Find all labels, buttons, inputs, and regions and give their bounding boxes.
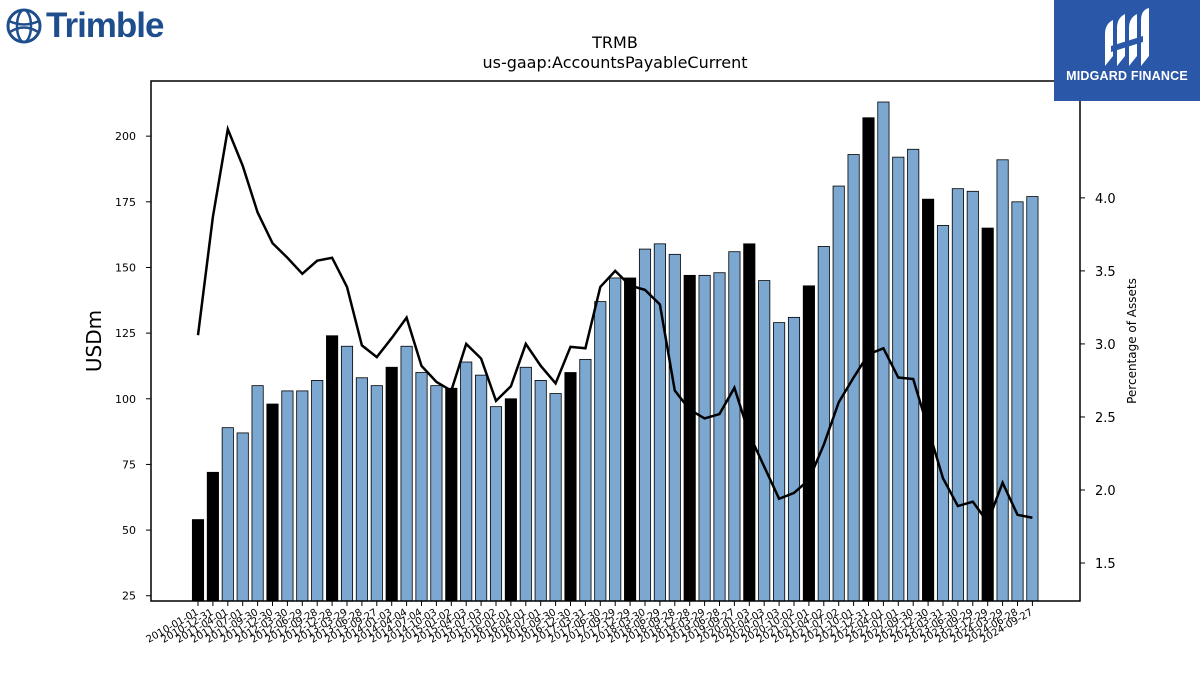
globe-icon xyxy=(6,8,42,44)
trimble-wordmark: Trimble xyxy=(46,6,164,45)
bar-2011-07-01 xyxy=(281,390,294,602)
y-axis-left: 25 50 75 100 125 150 175 200 xyxy=(115,130,151,603)
y-tick-label: 75 xyxy=(122,458,136,471)
midgard-emblem-icon xyxy=(1105,8,1149,66)
bar-2021-07-02 xyxy=(877,101,890,602)
bar-2010-07-02 xyxy=(221,427,234,602)
bar-2015-04-03 xyxy=(504,398,517,602)
bar-2018-09-28 xyxy=(713,272,726,602)
y-tick-label: 50 xyxy=(122,524,136,537)
bar-2023-09-29 xyxy=(1011,201,1024,602)
bar-2012-03-30 xyxy=(326,335,339,602)
bar-2011-04-01 xyxy=(266,403,279,602)
bar-2010-12-31 xyxy=(251,385,264,602)
y-tick-label: 200 xyxy=(115,130,136,143)
bar-2023-03-31 xyxy=(981,227,994,602)
bar-2020-07-03 xyxy=(817,246,830,602)
y-tick-label: 25 xyxy=(122,590,136,603)
percentage-line xyxy=(196,124,1033,525)
bar-2017-09-29 xyxy=(653,243,666,602)
bar-2015-10-02 xyxy=(534,379,547,602)
bar-2012-12-28 xyxy=(370,385,383,602)
y2-tick-label: 2.0 xyxy=(1095,484,1116,499)
bar-2022-07-01 xyxy=(936,225,950,602)
bar-2016-04-01 xyxy=(564,372,577,602)
bar-2022-04-01 xyxy=(922,198,935,602)
bar-2022-12-30 xyxy=(966,190,979,602)
bar-2017-06-30 xyxy=(638,248,652,602)
bar-2016-01-01 xyxy=(549,393,562,602)
bar-2014-01-03 xyxy=(430,385,443,602)
bar-2023-12-29 xyxy=(1026,196,1039,602)
bar-2016-07-01 xyxy=(579,358,592,602)
y2-tick-label: 3.5 xyxy=(1095,265,1116,280)
bar-2020-04-03 xyxy=(802,285,815,602)
bar-2023-06-30 xyxy=(996,159,1009,602)
y-axis-right: 1.5 2.0 2.5 3.0 3.5 4.0 xyxy=(1080,192,1116,572)
bar-2014-07-04 xyxy=(460,361,473,602)
bar-2019-06-28 xyxy=(758,280,771,602)
trimble-logo: Trimble xyxy=(6,6,164,46)
bar-2013-06-28 xyxy=(400,345,413,602)
bar-2010-10-01 xyxy=(236,432,249,602)
bar-2010-01-01 xyxy=(191,519,205,602)
bar-2017-03-31 xyxy=(624,277,637,602)
chart-title: TRMB xyxy=(592,33,638,52)
y-tick-label: 100 xyxy=(115,393,136,406)
y-tick-label: 125 xyxy=(115,327,136,340)
bar-2021-12-31 xyxy=(907,148,920,602)
bar-2018-12-28 xyxy=(728,251,741,602)
y2-tick-label: 3.0 xyxy=(1095,338,1116,353)
bar-2010-04-02 xyxy=(206,471,219,602)
y-axis-label: USDm xyxy=(82,310,106,372)
y2-tick-label: 2.5 xyxy=(1095,411,1116,426)
bar-2012-06-29 xyxy=(340,345,354,602)
bar-2013-03-29 xyxy=(385,366,398,602)
bar-2019-09-27 xyxy=(773,322,786,602)
bar-2020-01-03 xyxy=(787,316,801,602)
bar-2018-03-30 xyxy=(683,274,696,602)
bar-2015-01-02 xyxy=(489,406,503,602)
y2-axis-label: Percentage of Assets xyxy=(1125,278,1139,404)
bar-2016-12-30 xyxy=(609,277,622,602)
bar-2012-09-28 xyxy=(355,377,368,602)
y-tick-label: 175 xyxy=(115,196,136,209)
bar-series xyxy=(191,101,1039,602)
bar-2016-09-30 xyxy=(594,301,607,602)
bar-2022-09-30 xyxy=(951,188,964,602)
y-tick-label: 150 xyxy=(115,261,136,274)
bar-2013-09-27 xyxy=(415,372,428,602)
bar-2014-10-03 xyxy=(475,374,488,602)
midgard-brand-text: MIDGARD FINANCE xyxy=(1066,69,1188,83)
bar-2017-12-29 xyxy=(668,253,681,602)
bar-2014-04-04 xyxy=(445,387,458,602)
chart-subtitle: us-gaap:AccountsPayableCurrent xyxy=(482,53,748,72)
midgard-finance-logo: MIDGARD FINANCE xyxy=(1054,0,1200,101)
y2-tick-label: 4.0 xyxy=(1095,192,1116,207)
y2-tick-label: 1.5 xyxy=(1095,557,1116,572)
bar-2011-12-30 xyxy=(311,379,324,602)
bar-2015-07-03 xyxy=(519,366,532,602)
x-axis: 2010-01-012010-12-312011-04-012011-07-01… xyxy=(145,601,1035,646)
bar-2018-06-29 xyxy=(698,274,711,602)
bar-2011-09-30 xyxy=(296,390,309,602)
